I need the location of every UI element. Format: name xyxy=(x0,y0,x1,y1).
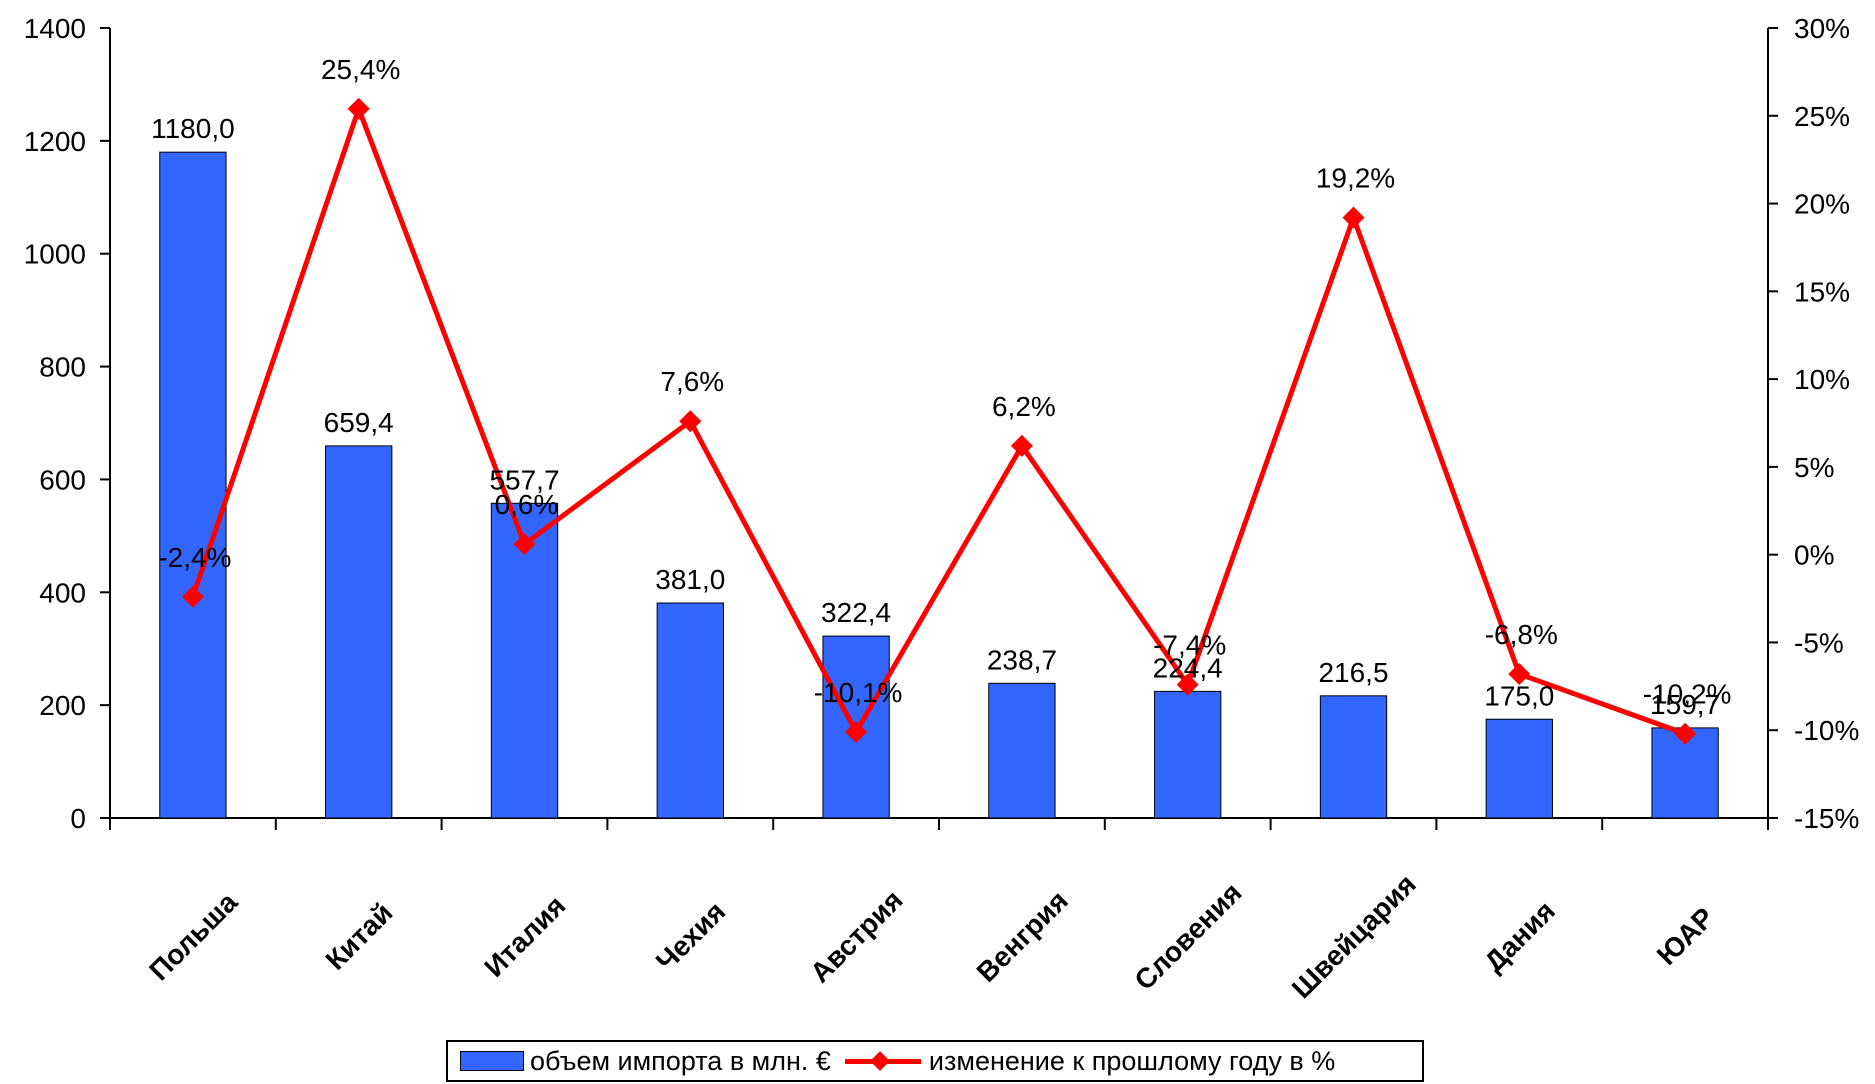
line-data-label: -2,4% xyxy=(158,542,231,573)
legend-bar-swatch xyxy=(460,1051,524,1071)
x-tick-label: Словения xyxy=(1128,877,1247,996)
y-left-tick-label: 400 xyxy=(39,577,86,608)
y-left-tick-label: 1000 xyxy=(24,239,86,270)
line-data-label: -7,4% xyxy=(1153,630,1226,661)
legend-line-swatch xyxy=(844,1051,921,1071)
x-tick-label-text: ЮАР xyxy=(1651,902,1720,971)
bar xyxy=(1485,718,1553,819)
y-right-tick-label: 10% xyxy=(1794,364,1850,395)
x-tick-label: ЮАР xyxy=(1651,902,1720,971)
line-marker xyxy=(845,720,868,743)
x-tick-label: Польша xyxy=(143,886,243,986)
line-data-label: -10,1% xyxy=(814,677,903,708)
bar-data-label: 322,4 xyxy=(821,597,891,628)
x-tick-label: Венгрия xyxy=(971,885,1074,988)
bar-data-label: 224,4 xyxy=(1153,652,1223,683)
y-right-tick-label: 25% xyxy=(1794,101,1850,132)
y-left-tick-label: 0 xyxy=(70,803,86,834)
y-left-tick-label: 800 xyxy=(39,352,86,383)
x-tick-label-text: Италия xyxy=(478,890,571,983)
line-data-label: -10,2% xyxy=(1643,679,1732,710)
x-tick-label-text: Австрия xyxy=(804,884,908,988)
bar-data-label: 659,4 xyxy=(324,407,394,438)
bar xyxy=(1319,695,1388,819)
x-tick-label: Китай xyxy=(320,897,399,976)
y-right-tick-label: -5% xyxy=(1794,627,1844,658)
y-right-tick-label: 0% xyxy=(1794,540,1834,571)
legend: объем импорта в млн. € изменение к прошл… xyxy=(446,1040,1424,1082)
legend-item-line: изменение к прошлому году в % xyxy=(831,1046,1335,1077)
line-marker xyxy=(1674,722,1697,745)
line-data-label: 25,4% xyxy=(321,54,400,85)
bar xyxy=(325,445,393,819)
x-tick-label-text: Чехия xyxy=(650,896,731,977)
x-tick-label: Чехия xyxy=(650,896,731,977)
line-data-label: 0,6% xyxy=(495,489,559,520)
bar-data-label: 381,0 xyxy=(655,564,725,595)
x-tick-label-text: Швейцария xyxy=(1286,868,1422,1004)
bar-data-label: 557,7 xyxy=(489,464,559,495)
y-right-tick-label: 5% xyxy=(1794,452,1834,483)
line-marker xyxy=(1508,663,1531,686)
bar xyxy=(1154,690,1222,819)
line-series xyxy=(190,101,1686,738)
y-left-tick-label: 600 xyxy=(39,464,86,495)
line-marker xyxy=(347,97,370,120)
y-right-tick-label: -15% xyxy=(1794,803,1859,834)
bar xyxy=(656,602,724,819)
line-marker xyxy=(679,410,702,433)
y-right-tick-label: 20% xyxy=(1794,189,1850,220)
line-data-label: 6,2% xyxy=(992,391,1056,422)
x-tick-label-text: Дания xyxy=(1478,895,1561,978)
x-tick-label-text: Венгрия xyxy=(971,885,1074,988)
line-marker xyxy=(513,533,536,556)
bar-data-label: 175,0 xyxy=(1484,680,1554,711)
x-tick-label: Австрия xyxy=(804,884,908,988)
x-tick-label-text: Китай xyxy=(320,897,399,976)
bar-data-label: 159,7 xyxy=(1650,689,1720,720)
bar-data-label: 216,5 xyxy=(1318,657,1388,688)
x-tick-label: Швейцария xyxy=(1286,868,1422,1004)
line-marker xyxy=(1342,206,1365,229)
y-left-tick-label: 1400 xyxy=(24,13,86,44)
bar-data-label: 238,7 xyxy=(987,644,1057,675)
y-left-tick-label: 1200 xyxy=(24,126,86,157)
line-data-label: -6,8% xyxy=(1485,619,1558,650)
x-tick-label: Италия xyxy=(478,890,571,983)
line-data-label: 7,6% xyxy=(660,366,724,397)
bar-data-label: 1180,0 xyxy=(151,113,235,144)
y-right-tick-label: -10% xyxy=(1794,715,1859,746)
x-tick-label: Дания xyxy=(1478,895,1561,978)
y-right-tick-label: 15% xyxy=(1794,276,1850,307)
line-marker xyxy=(1176,673,1199,696)
bar xyxy=(988,682,1056,819)
line-marker xyxy=(1010,434,1033,457)
x-tick-label-text: Польша xyxy=(143,886,243,986)
legend-line-label: изменение к прошлому году в % xyxy=(928,1045,1336,1076)
legend-bar-label: объем импорта в млн. € xyxy=(530,1045,831,1076)
bar xyxy=(159,151,227,819)
line-data-label: 19,2% xyxy=(1316,163,1395,194)
x-tick-label-text: Словения xyxy=(1128,877,1247,996)
legend-item-bar: объем импорта в млн. € xyxy=(448,1046,831,1077)
y-right-tick-label: 30% xyxy=(1794,13,1850,44)
y-left-tick-label: 200 xyxy=(39,690,86,721)
line-marker xyxy=(181,585,204,608)
bar xyxy=(490,502,559,819)
